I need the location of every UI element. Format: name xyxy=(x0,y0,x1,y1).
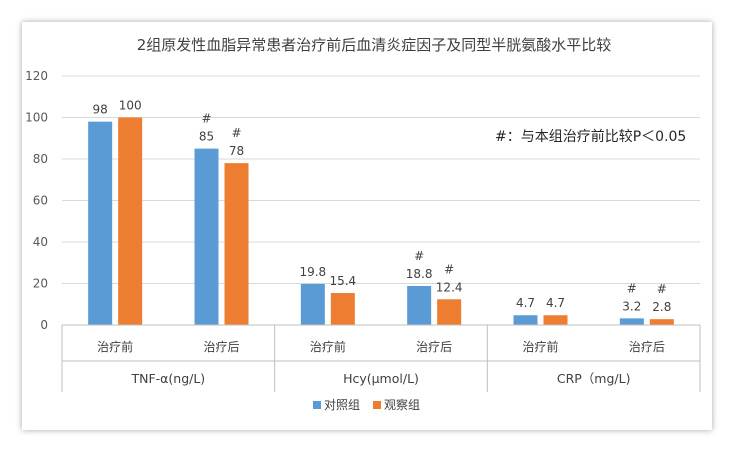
x-axis: 治疗前 治疗后 TNF-α(ng/L) 治疗前 治疗后 Hcy(μmol/L) 治疗前 治疗后… xyxy=(61,324,701,392)
data-label: 19.8 xyxy=(299,265,326,279)
significance-mark: # xyxy=(201,112,211,126)
data-label: 2.8 xyxy=(652,300,671,314)
data-label: 12.4 xyxy=(436,280,463,294)
legend: 对照组 观察组 xyxy=(313,398,420,412)
legend-label: 对照组 xyxy=(324,398,360,412)
significance-mark: # xyxy=(627,281,637,295)
y-tick-label: 40 xyxy=(33,235,48,249)
bar xyxy=(118,117,143,325)
legend-swatch xyxy=(373,401,381,409)
gridlines xyxy=(62,75,700,284)
data-label: 98 xyxy=(93,103,108,117)
bar xyxy=(407,285,432,325)
data-label: 100 xyxy=(119,99,142,113)
significance-note: #：与本组治疗前比较P＜0.05 xyxy=(495,128,686,145)
bar xyxy=(543,315,568,325)
chart-title: 2组原发性血脂异常患者治疗前后血清炎症因子及同型半胱氨酸水平比较 xyxy=(137,36,612,54)
x-category-label: 治疗前 xyxy=(310,339,346,354)
bar xyxy=(513,315,538,325)
data-label: 4.7 xyxy=(546,296,565,310)
y-tick-label: 120 xyxy=(25,69,48,83)
bar xyxy=(88,121,113,326)
data-label: 3.2 xyxy=(622,299,641,313)
bar xyxy=(649,319,674,325)
x-category-label: 治疗后 xyxy=(416,340,452,354)
bar xyxy=(619,318,644,325)
bar xyxy=(300,283,325,325)
y-tick-label: 20 xyxy=(33,277,48,291)
x-category-label: 治疗前 xyxy=(97,339,133,354)
legend-label: 观察组 xyxy=(384,398,420,412)
bar xyxy=(330,293,355,325)
data-label: 15.4 xyxy=(329,274,356,288)
y-tick-label: 60 xyxy=(33,194,48,208)
data-label: 85 xyxy=(199,130,214,144)
bar xyxy=(224,163,249,325)
data-label: 78 xyxy=(229,144,244,158)
y-tick-label: 80 xyxy=(33,152,48,166)
x-category-label: 治疗后 xyxy=(203,340,239,354)
legend-swatch xyxy=(313,401,321,409)
data-label: 18.8 xyxy=(406,267,433,281)
significance-mark: # xyxy=(231,126,241,140)
x-category-label: 治疗后 xyxy=(629,340,665,354)
data-label: 4.7 xyxy=(516,296,535,310)
bar xyxy=(437,299,462,325)
y-axis: 0 20 40 60 80 100 120 xyxy=(25,69,48,332)
x-group-label: Hcy(μmol/L) xyxy=(343,371,419,386)
y-tick-label: 0 xyxy=(40,318,48,332)
x-group-label: TNF-α(ng/L) xyxy=(130,371,205,386)
significance-mark: # xyxy=(657,282,667,296)
bars: 98 85 #19.8 18.8 #4.7 3.2 #100 78 #15.4 12.4 #4.7 2… xyxy=(88,99,674,326)
significance-mark: # xyxy=(414,249,424,263)
significance-mark: # xyxy=(444,262,454,276)
y-tick-label: 100 xyxy=(25,111,48,125)
bar xyxy=(194,148,219,325)
x-group-label: CRP（mg/L) xyxy=(557,371,631,386)
x-category-label: 治疗前 xyxy=(522,339,558,354)
